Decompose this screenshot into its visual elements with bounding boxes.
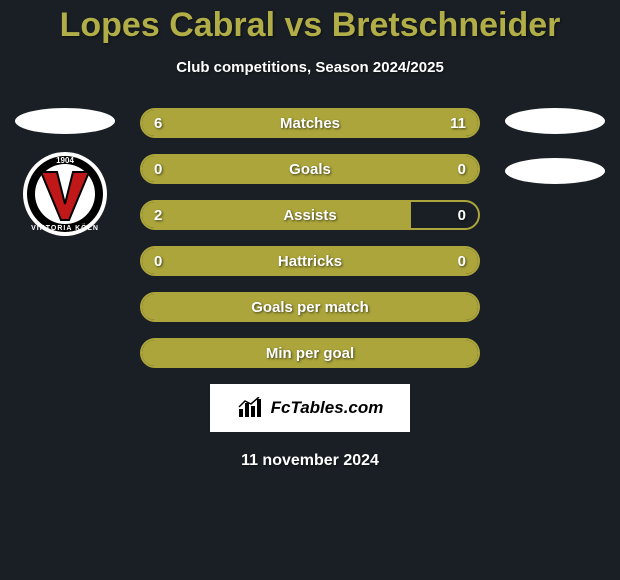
stat-value-right: 0	[458, 248, 466, 274]
player-photo-placeholder-right-1	[505, 108, 605, 134]
comparison-content: 1904 VIKTORIA KÖLN 6 Matches 11 0	[0, 108, 620, 368]
crest-inner	[35, 164, 95, 224]
stat-value-right: 0	[458, 202, 466, 228]
stat-row-goals: 0 Goals 0	[140, 154, 480, 184]
crest-club-name: VIKTORIA KÖLN	[23, 225, 107, 232]
stat-bars-container: 6 Matches 11 0 Goals 0 2 Assists 0 0 Hat…	[140, 108, 480, 368]
stat-row-goals-per-match: Goals per match	[140, 292, 480, 322]
left-player-column: 1904 VIKTORIA KÖLN	[10, 108, 120, 236]
stat-label: Matches	[142, 110, 478, 136]
crest-year: 1904	[23, 156, 107, 165]
page-title: Lopes Cabral vs Bretschneider	[0, 0, 620, 45]
page-subtitle: Club competitions, Season 2024/2025	[0, 59, 620, 76]
footer-logo-text: FcTables.com	[271, 398, 384, 418]
stat-row-hattricks: 0 Hattricks 0	[140, 246, 480, 276]
stat-label: Assists	[142, 202, 478, 228]
stat-value-right: 0	[458, 156, 466, 182]
player-photo-placeholder-left	[15, 108, 115, 134]
stat-row-min-per-goal: Min per goal	[140, 338, 480, 368]
chart-icon	[237, 397, 265, 419]
footer-date: 11 november 2024	[0, 452, 620, 470]
club-crest-left: 1904 VIKTORIA KÖLN	[23, 152, 107, 236]
stat-label: Hattricks	[142, 248, 478, 274]
stat-row-assists: 2 Assists 0	[140, 200, 480, 230]
stat-label: Goals per match	[142, 294, 478, 320]
stat-row-matches: 6 Matches 11	[140, 108, 480, 138]
right-player-column	[500, 108, 610, 208]
stat-label: Goals	[142, 156, 478, 182]
stat-label: Min per goal	[142, 340, 478, 366]
crest-v-shape	[35, 164, 95, 224]
footer-logo-box[interactable]: FcTables.com	[210, 384, 410, 432]
stat-value-right: 11	[450, 110, 466, 136]
player-photo-placeholder-right-2	[505, 158, 605, 184]
